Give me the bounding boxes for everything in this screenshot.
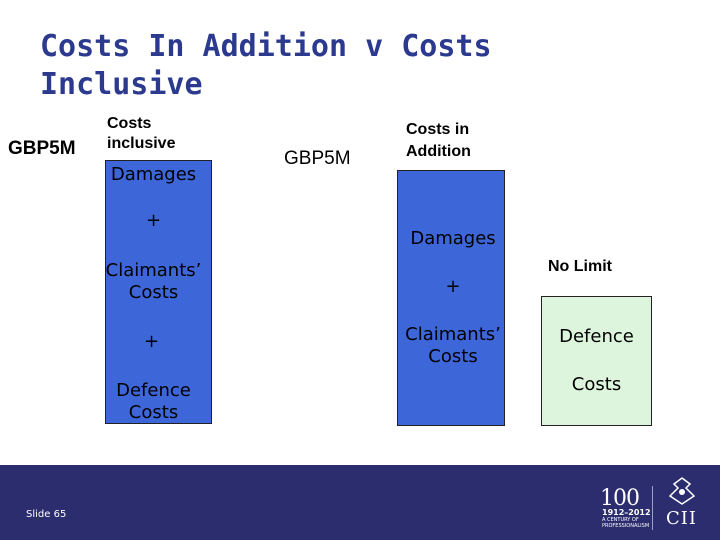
- left-claimants-costs-label: Claimants’ Costs: [105, 260, 202, 303]
- left-header-label: Costs inclusive: [107, 115, 176, 152]
- centenary-logo-number: 100: [600, 486, 640, 511]
- right-header-label: Costs in Addition: [406, 121, 471, 160]
- cii-logo: CII: [666, 508, 697, 529]
- left-plus-2: +: [143, 331, 160, 352]
- right-damages-label: Damages: [410, 228, 496, 249]
- right-plus: +: [445, 276, 461, 297]
- slide-title: Costs In Addition v Costs Inclusive: [40, 29, 492, 102]
- left-amount-label: GBP5M: [8, 138, 76, 159]
- centenary-logo-tagline: A CENTURY OF PROFESSIONALISM: [602, 517, 650, 529]
- defence-label: Defence: [559, 326, 634, 347]
- logo-divider: [652, 486, 653, 530]
- slide-number: Slide 65: [26, 509, 67, 520]
- costs-in-addition-box: [397, 170, 505, 426]
- centenary-logo-years: 1912–2012: [602, 508, 651, 517]
- left-plus-1: +: [145, 210, 162, 231]
- costs-label: Costs: [571, 374, 622, 395]
- right-claimants-costs-label: Claimants’ Costs: [405, 324, 501, 367]
- costs-inclusive-box: [105, 160, 212, 424]
- left-defence-costs-label: Defence Costs: [116, 380, 191, 423]
- crest-icon: [664, 476, 700, 512]
- no-limit-label: No Limit: [548, 258, 612, 275]
- defence-costs-box: [541, 296, 652, 426]
- footer-bar: [0, 465, 720, 540]
- right-amount-label: GBP5M: [284, 148, 351, 169]
- left-damages-label: Damages: [110, 164, 197, 185]
